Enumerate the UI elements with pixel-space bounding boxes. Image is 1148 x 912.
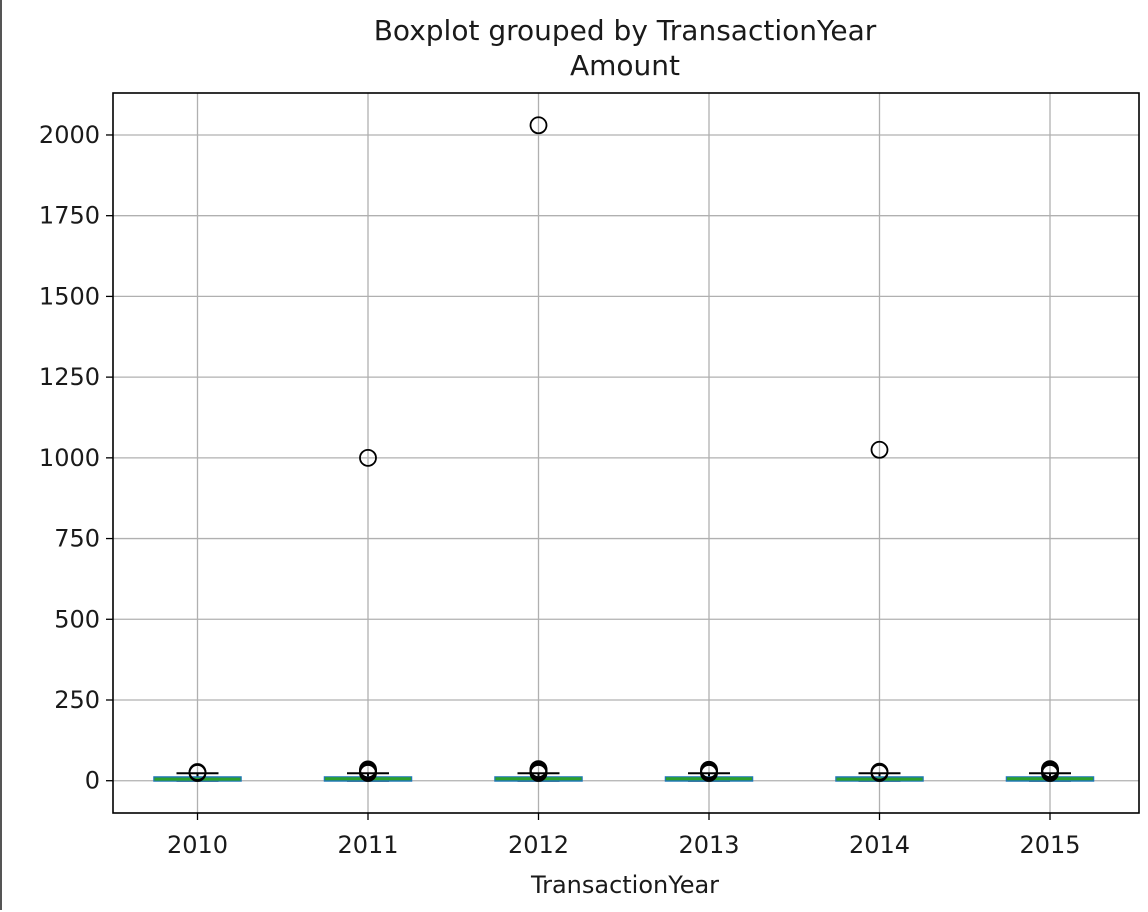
- y-axis-ticks: 0 250 500 750 1000 1250 1500 1750 2000: [39, 121, 113, 795]
- outlier-point: [359, 760, 377, 779]
- x-tick-label: 2010: [167, 831, 228, 859]
- chart-title: Boxplot grouped by TransactionYear: [374, 14, 877, 47]
- outlier-point: [870, 440, 889, 459]
- y-tick-label: 250: [54, 686, 100, 714]
- x-tick-label: 2013: [678, 831, 739, 859]
- grid-lines: [113, 93, 1139, 813]
- chart-subtitle: Amount: [570, 49, 680, 82]
- y-tick-label: 750: [54, 525, 100, 553]
- y-tick-label: 1500: [39, 282, 100, 310]
- outlier-point: [700, 760, 718, 779]
- box-group-2012: [494, 116, 583, 782]
- x-tick-label: 2014: [849, 831, 910, 859]
- y-tick-label: 2000: [39, 121, 100, 149]
- box-group-2010: [153, 763, 242, 782]
- box-group-2015: [1005, 760, 1095, 782]
- outlier-point: [529, 760, 548, 778]
- box-group-2014: [835, 440, 924, 782]
- outlier-point: [870, 762, 889, 781]
- y-tick-label: 1750: [39, 202, 100, 230]
- box-layer: [153, 116, 1095, 782]
- y-tick-label: 0: [85, 767, 100, 795]
- outlier-point: [1041, 760, 1059, 778]
- x-axis-ticks: 2010 2011 2012 2013 2014 2015: [167, 813, 1081, 859]
- x-axis-label: TransactionYear: [530, 871, 719, 899]
- outlier-point: [359, 448, 377, 467]
- x-tick-label: 2012: [508, 831, 569, 859]
- box-group-2011: [323, 448, 413, 782]
- x-tick-label: 2015: [1019, 831, 1080, 859]
- y-tick-label: 1000: [39, 444, 100, 472]
- outlier-point: [188, 763, 207, 781]
- x-tick-label: 2011: [337, 831, 398, 859]
- outlier-point: [529, 116, 548, 135]
- plot-area-border: [112, 92, 1140, 814]
- y-tick-label: 500: [54, 605, 100, 633]
- y-tick-label: 1250: [39, 363, 100, 391]
- box-group-2013: [664, 760, 754, 782]
